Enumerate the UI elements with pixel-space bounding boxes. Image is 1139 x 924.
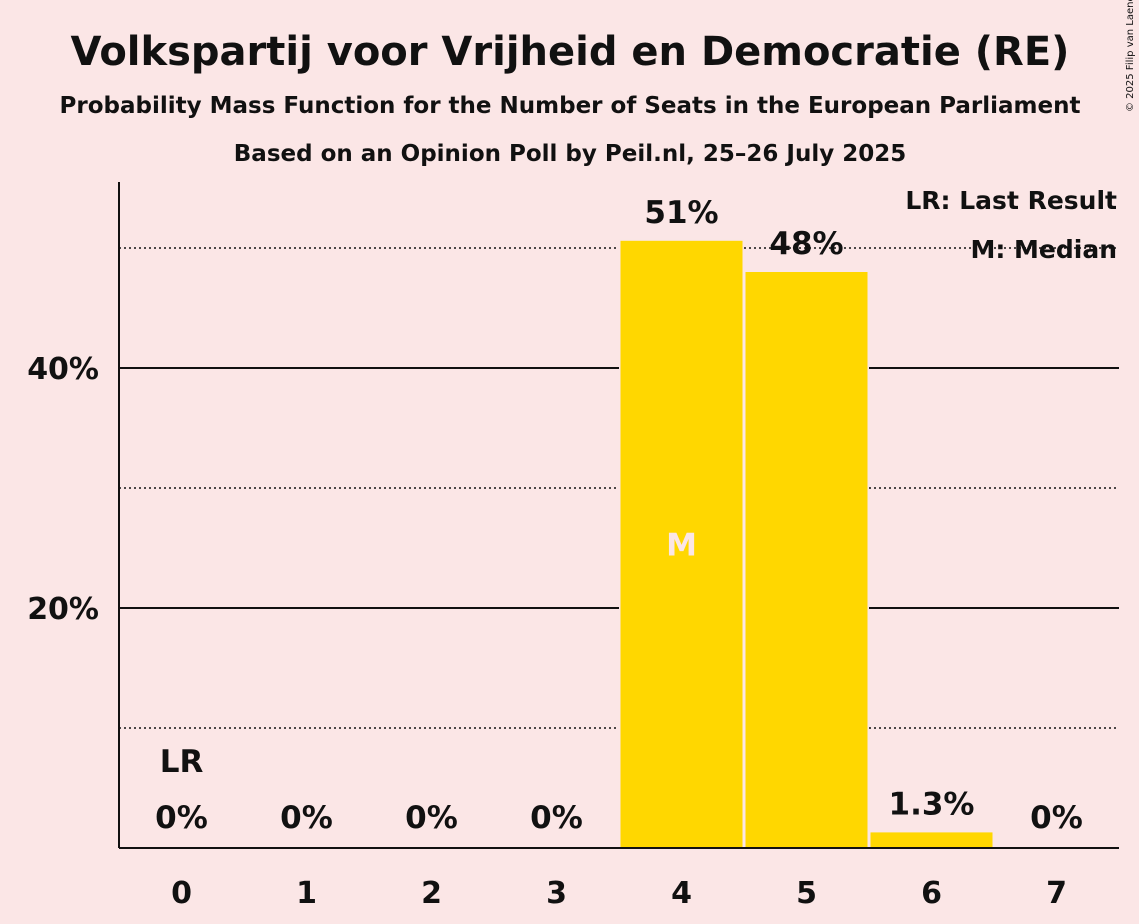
data-labels: 0% 0% 0% 0% 51% 48% 1.3% 0% LR M xyxy=(155,195,1083,836)
x-tick-label: 1 xyxy=(296,876,317,911)
bars xyxy=(619,239,994,849)
value-label: 0% xyxy=(530,800,583,836)
value-label: 0% xyxy=(155,800,208,836)
chart-subtitle: Probability Mass Function for the Number… xyxy=(60,93,1081,119)
legend-median: M: Median xyxy=(970,235,1117,264)
median-marker: M xyxy=(666,527,697,563)
value-label: 0% xyxy=(405,800,458,836)
x-tick-label: 2 xyxy=(421,876,442,911)
chart-title: Volkspartij voor Vrijheid en Democratie … xyxy=(71,29,1070,75)
bar-seats-5 xyxy=(745,272,868,848)
x-tick-label: 7 xyxy=(1046,876,1067,911)
value-label: 1.3% xyxy=(889,786,975,822)
y-tick-label: 20% xyxy=(27,592,99,627)
last-result-marker: LR xyxy=(160,744,204,780)
gridlines: 20% 40% xyxy=(27,247,1119,729)
x-tick-label: 6 xyxy=(921,876,942,911)
x-tick-label: 0 xyxy=(171,876,192,911)
value-label: 0% xyxy=(280,800,333,836)
bar-seats-4 xyxy=(620,240,743,849)
value-label: 51% xyxy=(644,195,718,231)
value-label: 48% xyxy=(769,226,843,262)
copyright-notice: © 2025 Filip van Laenen xyxy=(1125,0,1136,112)
chart-subtitle-poll: Based on an Opinion Poll by Peil.nl, 25–… xyxy=(234,141,906,167)
axes: 0 1 2 3 4 5 6 7 xyxy=(118,182,1119,911)
value-label: 0% xyxy=(1030,800,1083,836)
x-tick-label: 4 xyxy=(671,876,692,911)
x-tick-label: 5 xyxy=(796,876,817,911)
x-tick-label: 3 xyxy=(546,876,567,911)
y-tick-label: 40% xyxy=(27,352,99,387)
bar-seats-6 xyxy=(870,832,993,848)
legend-last-result: LR: Last Result xyxy=(905,186,1117,215)
